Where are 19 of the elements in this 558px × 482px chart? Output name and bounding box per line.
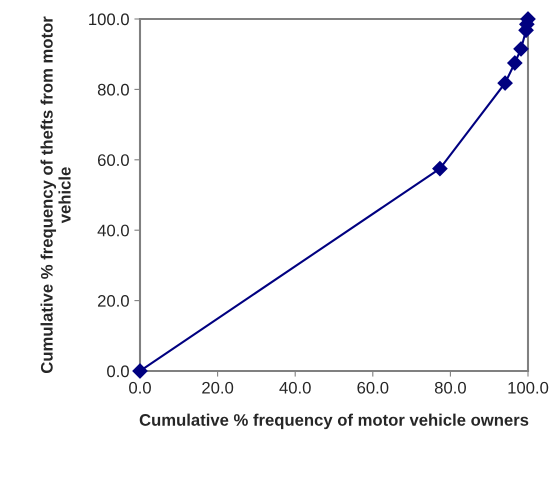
y-tick-label: 40.0 — [98, 224, 129, 236]
x-tick-label: 0.0 — [129, 382, 151, 394]
y-tick-label: 80.0 — [98, 84, 129, 96]
x-tick-label: 80.0 — [434, 382, 466, 394]
point — [513, 41, 529, 56]
x-tick-label: 20.0 — [202, 382, 234, 394]
x-tick-label: 40.0 — [279, 382, 311, 394]
y-tick-label: 0.0 — [107, 365, 129, 378]
x-tick-label: 60.0 — [357, 382, 388, 394]
y-tick-label: 60.0 — [98, 154, 129, 166]
point — [507, 55, 522, 71]
point — [432, 161, 448, 176]
y-tick-label: 20.0 — [98, 295, 129, 307]
x-tick-label: 100.0 — [508, 382, 548, 394]
point — [132, 363, 148, 379]
x-axis-title: Cumulative % frequency of motor vehicle owners — [140, 414, 528, 430]
y-tick-label: 100.0 — [89, 13, 129, 26]
y-axis-title: Cumulative % frequency of thefts from motor vehicle — [40, 16, 71, 374]
point — [498, 75, 513, 91]
